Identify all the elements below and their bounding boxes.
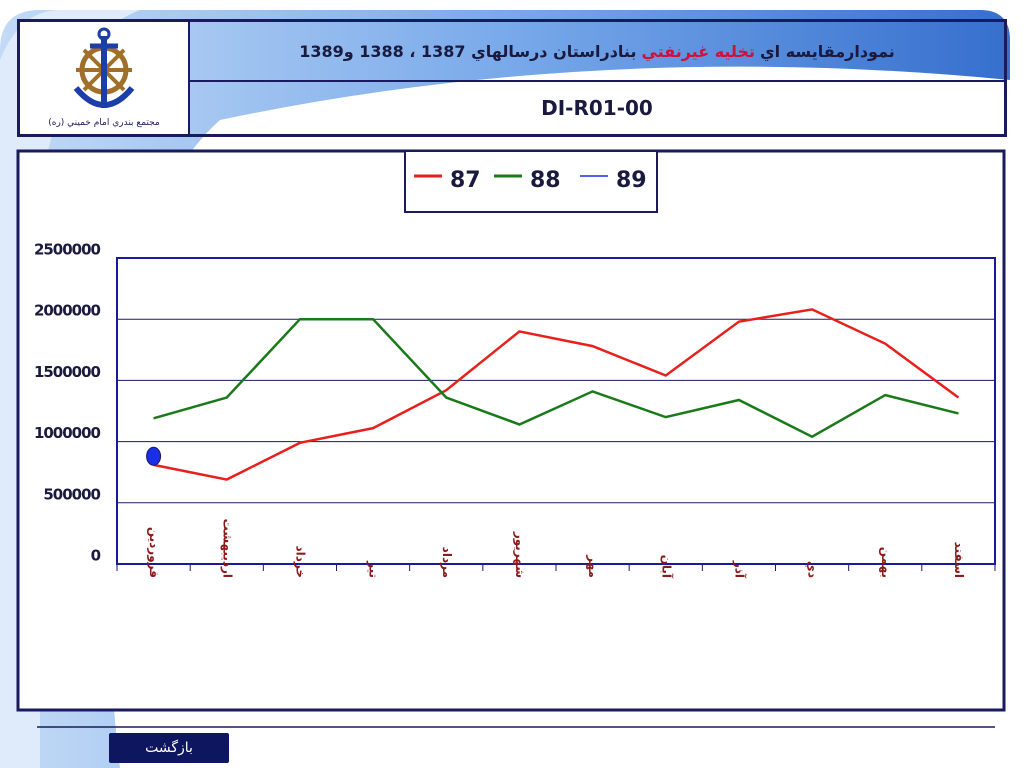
title-part: تخليه غيرنفتي [641,41,755,61]
y-tick-label: 1500000 [34,363,101,381]
title-part: بنادراستان درسالهاي 1387 ، 1388 و1389 [299,41,637,61]
y-tick-label: 1000000 [34,424,101,442]
title: نمودارمقايسه اي تخليه غيرنفتي بنادراستان د… [190,22,1004,82]
y-tick-label: 2000000 [34,302,101,320]
x-tick-label: مهر [586,554,600,578]
legend-label: 89 [616,168,647,193]
x-tick-label: خرداد [293,545,307,578]
back-button[interactable]: بازگشت [109,733,229,763]
x-tick-label: تير [367,560,381,578]
legend-label: 88 [530,168,561,193]
y-tick-label: 2500000 [34,241,101,259]
y-tick-label: 0 [91,547,101,565]
x-tick-label: شهريور [512,531,527,578]
header: مجتمع بندري امام خميني (ره) نمودارمقايسه… [17,19,1007,137]
x-tick-label: ارديبهشت [220,519,234,578]
x-tick-label: فروردين [146,527,161,578]
title-part: نمودارمقايسه اي [760,41,895,61]
x-tick-label: آذر [732,560,747,579]
x-tick-label: دي [806,561,820,578]
x-tick-label: مرداد [440,547,454,578]
logo-caption: مجتمع بندري امام خميني (ره) [48,118,160,128]
x-tick-label: اسفند [952,542,966,578]
line [153,308,960,481]
y-tick-label: 500000 [43,485,100,503]
point [146,446,162,466]
x-tick-label: بهمن [879,547,893,578]
x-tick-label: آبان [659,555,674,579]
legend-label: 87 [450,168,481,193]
logo: مجتمع بندري امام خميني (ره) [20,22,190,134]
line [153,317,959,439]
logo-icon [73,27,135,108]
doc-code: DI-R01-00 [541,96,653,120]
